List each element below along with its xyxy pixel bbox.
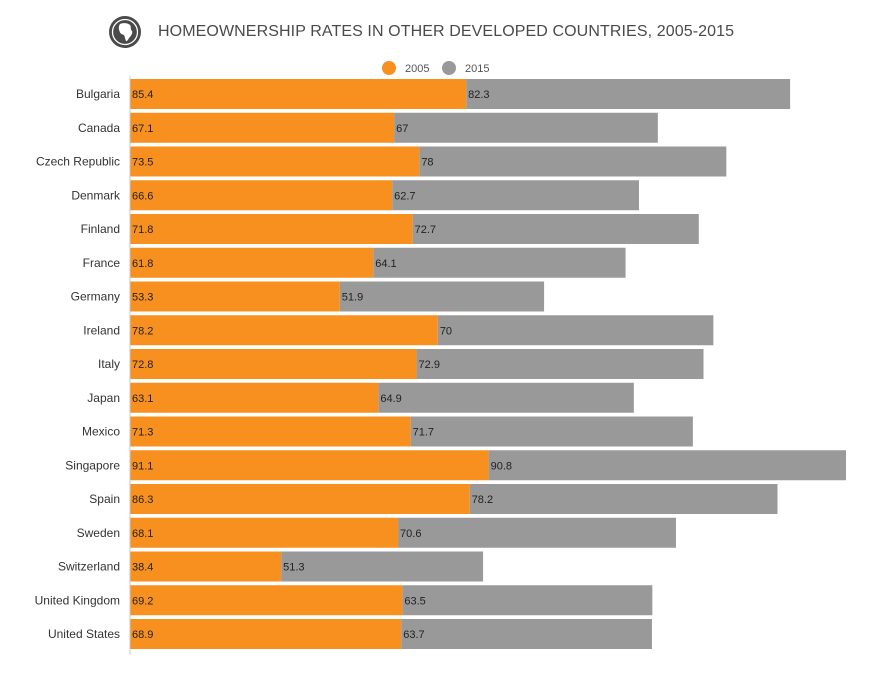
data-label-2005-ireland: 78.2: [132, 325, 153, 337]
legend-swatch-2015: [442, 61, 456, 75]
data-label-2015-finland: 72.7: [415, 224, 436, 236]
data-label-2015-spain: 78.2: [472, 494, 493, 506]
data-label-2005-mexico: 71.3: [132, 427, 153, 439]
data-label-2015-united-states: 63.7: [403, 629, 424, 641]
data-label-2015-germany: 51.9: [342, 292, 363, 304]
data-label-2005-switzerland: 38.4: [132, 562, 153, 574]
bar-2015-united-kingdom: [402, 585, 653, 616]
bar-2015-japan: [378, 382, 634, 413]
data-label-2005-singapore: 91.1: [132, 460, 153, 472]
bar-2005-switzerland: [130, 551, 282, 582]
category-label-spain: Spain: [89, 492, 120, 506]
data-label-2005-finland: 71.8: [132, 224, 153, 236]
category-label-japan: Japan: [87, 391, 120, 405]
bar-2005-united-states: [130, 619, 402, 649]
bar-2015-canada: [394, 112, 658, 143]
category-label-canada: Canada: [78, 121, 120, 135]
bar-2005-canada: [130, 112, 395, 143]
legend-label-2015: 2015: [465, 63, 489, 75]
category-label-sweden: Sweden: [77, 526, 120, 540]
bar-2005-sweden: [130, 517, 399, 548]
bar-2005-denmark: [130, 180, 393, 211]
bar-2005-italy: [130, 349, 417, 379]
bar-2005-germany: [130, 281, 340, 312]
data-label-2015-sweden: 70.6: [400, 528, 421, 540]
data-label-2015-singapore: 90.8: [491, 460, 512, 472]
data-label-2005-united-states: 68.9: [132, 629, 153, 641]
chart-header: HOMEOWNERSHIP RATES IN OTHER DEVELOPED C…: [108, 14, 734, 50]
data-label-2015-italy: 72.9: [419, 359, 440, 371]
category-label-united-kingdom: United Kingdom: [35, 593, 120, 607]
category-label-finland: Finland: [81, 222, 120, 236]
globe-icon: [109, 16, 141, 48]
bar-2005-czech-republic: [130, 146, 420, 177]
data-label-2005-spain: 86.3: [132, 494, 153, 506]
data-label-2005-japan: 63.1: [132, 393, 153, 405]
bar-2015-mexico: [410, 416, 693, 447]
data-label-2015-mexico: 71.7: [413, 427, 434, 439]
category-label-singapore: Singapore: [65, 458, 120, 472]
bar-2015-switzerland: [281, 551, 484, 582]
bar-2015-united-states: [401, 619, 652, 649]
legend-swatch-2005: [382, 61, 396, 75]
bar-2005-spain: [130, 484, 470, 514]
bar-2015-sweden: [398, 517, 676, 548]
category-label-denmark: Denmark: [71, 188, 121, 202]
data-label-2005-canada: 67.1: [132, 123, 153, 135]
data-label-2015-france: 64.1: [375, 258, 396, 270]
category-label-italy: Italy: [98, 357, 120, 371]
bar-2005-finland: [130, 214, 413, 244]
data-label-2005-sweden: 68.1: [132, 528, 153, 540]
data-label-2015-ireland: 70: [440, 325, 452, 337]
bar-2015-ireland: [437, 315, 714, 346]
data-label-2015-bulgaria: 82.3: [468, 89, 489, 101]
data-label-2015-czech-republic: 78: [421, 157, 433, 169]
category-label-mexico: Mexico: [82, 425, 120, 439]
bar-2015-italy: [416, 349, 704, 379]
data-label-2015-canada: 67: [396, 123, 408, 135]
bar-2015-finland: [412, 214, 699, 244]
data-label-2005-germany: 53.3: [132, 292, 153, 304]
data-label-2005-denmark: 66.6: [132, 190, 153, 202]
data-label-2015-united-kingdom: 63.5: [404, 595, 425, 607]
data-label-2005-bulgaria: 85.4: [132, 89, 153, 101]
data-label-2015-denmark: 62.7: [394, 190, 415, 202]
bar-2005-singapore: [130, 450, 489, 481]
bar-2005-united-kingdom: [130, 585, 403, 616]
bar-2015-france: [373, 247, 626, 278]
data-label-2005-france: 61.8: [132, 258, 153, 270]
bar-2005-ireland: [130, 315, 438, 346]
data-label-2015-japan: 64.9: [380, 393, 401, 405]
bar-2015-czech-republic: [419, 146, 727, 177]
category-label-united-states: United States: [48, 627, 120, 641]
category-label-france: France: [83, 256, 121, 270]
data-label-2005-united-kingdom: 69.2: [132, 595, 153, 607]
bar-2005-france: [130, 247, 374, 278]
bar-2005-mexico: [130, 416, 411, 447]
data-label-2015-switzerland: 51.3: [283, 562, 304, 574]
chart-title: HOMEOWNERSHIP RATES IN OTHER DEVELOPED C…: [158, 23, 735, 40]
bar-2015-germany: [339, 281, 545, 312]
category-label-bulgaria: Bulgaria: [76, 87, 120, 101]
category-label-switzerland: Switzerland: [58, 560, 120, 574]
legend-label-2005: 2005: [405, 63, 429, 75]
category-label-ireland: Ireland: [83, 323, 120, 337]
bar-2005-bulgaria: [130, 79, 467, 109]
bar-2015-singapore: [488, 450, 846, 481]
bar-2015-spain: [469, 484, 778, 514]
category-label-czech-republic: Czech Republic: [36, 155, 120, 169]
data-label-2005-italy: 72.8: [132, 359, 153, 371]
chart-legend: 2005 2015: [382, 61, 489, 75]
data-label-2005-czech-republic: 73.5: [132, 157, 153, 169]
bar-2015-bulgaria: [466, 79, 791, 109]
category-label-germany: Germany: [71, 290, 120, 304]
bar-2015-denmark: [392, 180, 639, 211]
bar-2005-japan: [130, 382, 379, 413]
